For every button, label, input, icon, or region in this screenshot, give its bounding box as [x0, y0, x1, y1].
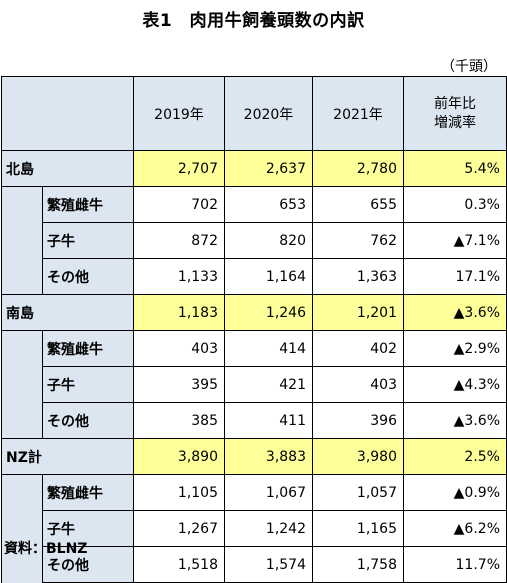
- table-cell: ▲3.6%: [403, 402, 507, 439]
- table-cell: 414: [224, 330, 313, 367]
- region-name: 南島: [1, 294, 134, 331]
- table-row: 子牛 872 820 762 ▲7.1%: [1, 222, 507, 259]
- table-cell: 1,518: [133, 546, 225, 583]
- table-cell: 402: [312, 330, 404, 367]
- table-cell: 1,057: [312, 474, 404, 511]
- row-label: その他: [42, 258, 134, 295]
- table-cell: ▲2.9%: [403, 330, 507, 367]
- cattle-table: 2019年 2020年 2021年 前年比 増減率 北島 2,707 2,637 2,…: [1, 76, 507, 583]
- table-cell: 1,363: [312, 258, 404, 295]
- table-cell: 1,105: [133, 474, 225, 511]
- region-total-row: 北島 2,707 2,637 2,780 5.4%: [1, 150, 507, 187]
- header-change-rate: 前年比 増減率: [403, 76, 507, 151]
- row-label: 子牛: [42, 366, 134, 403]
- table-row: 繁殖雌牛 702 653 655 0.3%: [1, 186, 507, 223]
- region-total-cell: 2,637: [224, 150, 313, 187]
- region-total-cell: 3,883: [224, 438, 313, 475]
- table-row: 子牛 395 421 403 ▲4.3%: [1, 366, 507, 403]
- region-total-cell: 3,980: [312, 438, 404, 475]
- region-total-cell: 1,201: [312, 294, 404, 331]
- table-cell: 403: [312, 366, 404, 403]
- table-cell: 395: [133, 366, 225, 403]
- table-cell: 1,165: [312, 510, 404, 547]
- table-cell: 1,267: [133, 510, 225, 547]
- table-cell: 11.7%: [403, 546, 507, 583]
- header-year-2021: 2021年: [312, 76, 404, 151]
- indent-cell: [1, 330, 43, 367]
- table-row: その他 385 411 396 ▲3.6%: [1, 402, 507, 439]
- table-cell: 872: [133, 222, 225, 259]
- table-cell: 1,242: [224, 510, 313, 547]
- header-row: 2019年 2020年 2021年 前年比 増減率: [1, 76, 507, 151]
- table-row: 繁殖雌牛 403 414 402 ▲2.9%: [1, 330, 507, 367]
- table-cell: 421: [224, 366, 313, 403]
- row-label: 子牛: [42, 510, 134, 547]
- table-title: 表1 肉用牛飼養頭数の内訳: [142, 11, 365, 31]
- region-total-row: 南島 1,183 1,246 1,201 ▲3.6%: [1, 294, 507, 331]
- header-change-line2: 増減率: [434, 114, 476, 131]
- table-row: その他 1,133 1,164 1,363 17.1%: [1, 258, 507, 295]
- region-total-row: NZ計 3,890 3,883 3,980 2.5%: [1, 438, 507, 475]
- row-label: その他: [42, 402, 134, 439]
- indent-cell: [1, 366, 43, 403]
- table-cell: 403: [133, 330, 225, 367]
- table-row: 子牛 1,267 1,242 1,165 ▲6.2%: [1, 510, 507, 547]
- table-cell: ▲0.9%: [403, 474, 507, 511]
- table-cell: 820: [224, 222, 313, 259]
- table-cell: 411: [224, 402, 313, 439]
- header-corner: [1, 76, 134, 151]
- region-name: 北島: [1, 150, 134, 187]
- table-cell: 702: [133, 186, 225, 223]
- table-row: 繁殖雌牛 1,105 1,067 1,057 ▲0.9%: [1, 474, 507, 511]
- row-label: 繁殖雌牛: [42, 330, 134, 367]
- region-total-cell: 2,707: [133, 150, 225, 187]
- row-label: 繁殖雌牛: [42, 186, 134, 223]
- table-cell: 1,164: [224, 258, 313, 295]
- header-year-2020: 2020年: [224, 76, 313, 151]
- indent-cell: [1, 222, 43, 259]
- region-total-cell: 3,890: [133, 438, 225, 475]
- region-name: NZ計: [1, 438, 134, 475]
- indent-cell: [1, 186, 43, 223]
- table-cell: 1,574: [224, 546, 313, 583]
- table-cell: 762: [312, 222, 404, 259]
- table-cell: 0.3%: [403, 186, 507, 223]
- table-cell: ▲6.2%: [403, 510, 507, 547]
- unit-label: （千頭）: [441, 59, 497, 75]
- table-cell: 1,067: [224, 474, 313, 511]
- table-cell: 655: [312, 186, 404, 223]
- source-note: 資料：BLNZ: [4, 541, 88, 557]
- indent-cell: [1, 510, 43, 547]
- indent-cell: [1, 258, 43, 295]
- table-cell: 17.1%: [403, 258, 507, 295]
- table-cell: ▲7.1%: [403, 222, 507, 259]
- header-change-line1: 前年比: [434, 95, 476, 112]
- region-total-cell: 2.5%: [403, 438, 507, 475]
- table-cell: 396: [312, 402, 404, 439]
- indent-cell: [1, 474, 43, 511]
- region-total-cell: 1,183: [133, 294, 225, 331]
- indent-cell: [1, 402, 43, 439]
- row-label: 子牛: [42, 222, 134, 259]
- table-cell: ▲4.3%: [403, 366, 507, 403]
- region-total-cell: ▲3.6%: [403, 294, 507, 331]
- table-cell: 385: [133, 402, 225, 439]
- row-label: 繁殖雌牛: [42, 474, 134, 511]
- table-cell: 1,758: [312, 546, 404, 583]
- region-total-cell: 1,246: [224, 294, 313, 331]
- table-cell: 653: [224, 186, 313, 223]
- table-cell: 1,133: [133, 258, 225, 295]
- region-total-cell: 2,780: [312, 150, 404, 187]
- region-total-cell: 5.4%: [403, 150, 507, 187]
- header-year-2019: 2019年: [133, 76, 225, 151]
